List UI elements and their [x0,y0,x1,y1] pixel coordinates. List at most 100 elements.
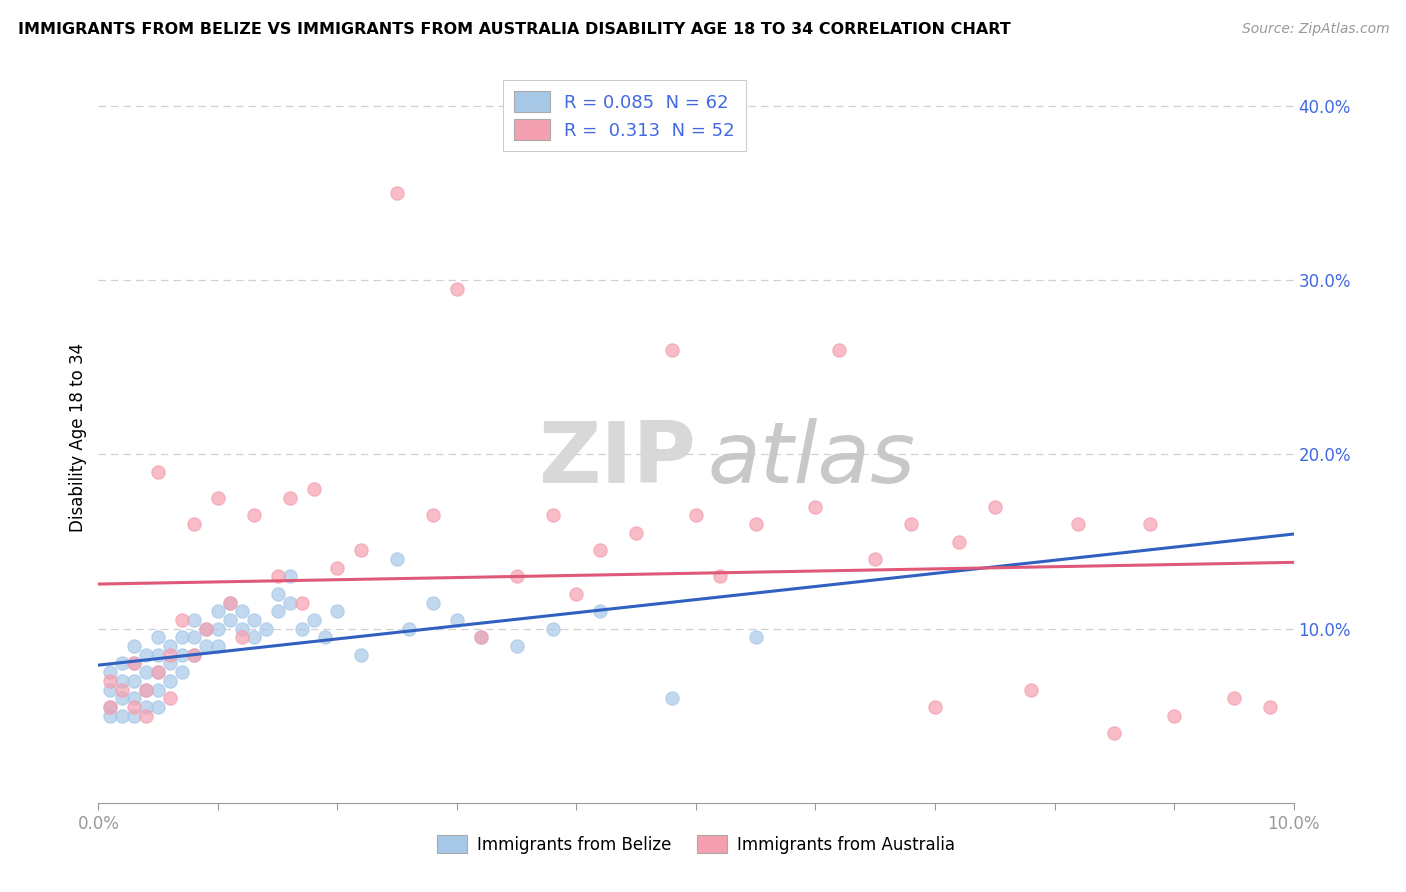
Point [148,665,170,680]
Point [207,604,229,618]
Point [98,708,122,723]
Text: ZIP: ZIP [538,417,696,500]
Point [111,673,134,688]
Text: Source: ZipAtlas.com: Source: ZipAtlas.com [1241,22,1389,37]
Point [124,639,146,653]
Point [172,613,194,627]
Point [159,648,181,662]
Point [900,517,922,532]
Point [159,673,181,688]
Point [207,491,229,505]
Point [148,465,170,479]
Point [195,622,218,636]
Point [111,682,134,697]
Point [124,673,146,688]
Point [124,691,146,706]
Point [98,700,122,714]
Point [111,708,134,723]
Point [98,673,122,688]
Point [661,691,683,706]
Point [267,604,290,618]
Point [828,343,851,357]
Point [1104,726,1126,740]
Point [124,708,146,723]
Point [541,508,564,523]
Point [183,648,205,662]
Point [111,657,134,671]
Point [470,631,492,645]
Legend: Immigrants from Belize, Immigrants from Australia: Immigrants from Belize, Immigrants from … [430,829,962,860]
Point [267,587,290,601]
Point [350,543,373,558]
Point [661,343,683,357]
Point [278,491,301,505]
Point [207,622,229,636]
Point [231,604,253,618]
Point [1258,700,1281,714]
Point [231,631,253,645]
Point [231,622,253,636]
Point [422,508,444,523]
Point [589,543,612,558]
Point [398,622,420,636]
Point [1019,682,1042,697]
Point [1067,517,1090,532]
Point [278,569,301,583]
Point [865,552,887,566]
Point [183,613,205,627]
Point [589,604,612,618]
Point [541,622,564,636]
Point [745,631,768,645]
Point [148,648,170,662]
Point [219,595,242,609]
Point [183,648,205,662]
Point [626,525,648,540]
Point [124,700,146,714]
Point [135,682,157,697]
Point [148,665,170,680]
Point [984,500,1007,514]
Point [207,639,229,653]
Point [804,500,827,514]
Point [470,631,492,645]
Point [302,483,325,497]
Y-axis label: Disability Age 18 to 34: Disability Age 18 to 34 [69,343,87,532]
Point [1163,708,1185,723]
Point [183,517,205,532]
Point [326,560,349,574]
Point [98,700,122,714]
Point [111,691,134,706]
Point [948,534,970,549]
Point [195,622,218,636]
Point [446,282,468,296]
Point [135,648,157,662]
Point [385,552,409,566]
Point [219,595,242,609]
Point [243,613,266,627]
Point [98,665,122,680]
Point [302,613,325,627]
Point [254,622,277,636]
Point [685,508,707,523]
Point [506,639,529,653]
Point [267,569,290,583]
Point [243,508,266,523]
Point [124,657,146,671]
Point [159,657,181,671]
Point [124,657,146,671]
Point [148,700,170,714]
Point [172,648,194,662]
Point [506,569,529,583]
Point [172,665,194,680]
Point [385,186,409,201]
Point [350,648,373,662]
Point [159,639,181,653]
Point [291,622,314,636]
Text: atlas: atlas [709,417,915,500]
Point [326,604,349,618]
Point [219,613,242,627]
Text: IMMIGRANTS FROM BELIZE VS IMMIGRANTS FROM AUSTRALIA DISABILITY AGE 18 TO 34 CORR: IMMIGRANTS FROM BELIZE VS IMMIGRANTS FRO… [18,22,1011,37]
Point [195,639,218,653]
Point [745,517,768,532]
Point [148,682,170,697]
